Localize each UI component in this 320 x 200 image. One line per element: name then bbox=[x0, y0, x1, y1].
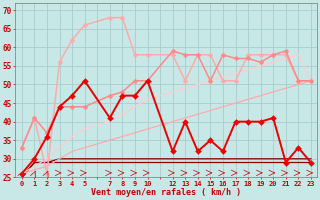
X-axis label: Vent moyen/en rafales ( km/h ): Vent moyen/en rafales ( km/h ) bbox=[92, 188, 241, 197]
